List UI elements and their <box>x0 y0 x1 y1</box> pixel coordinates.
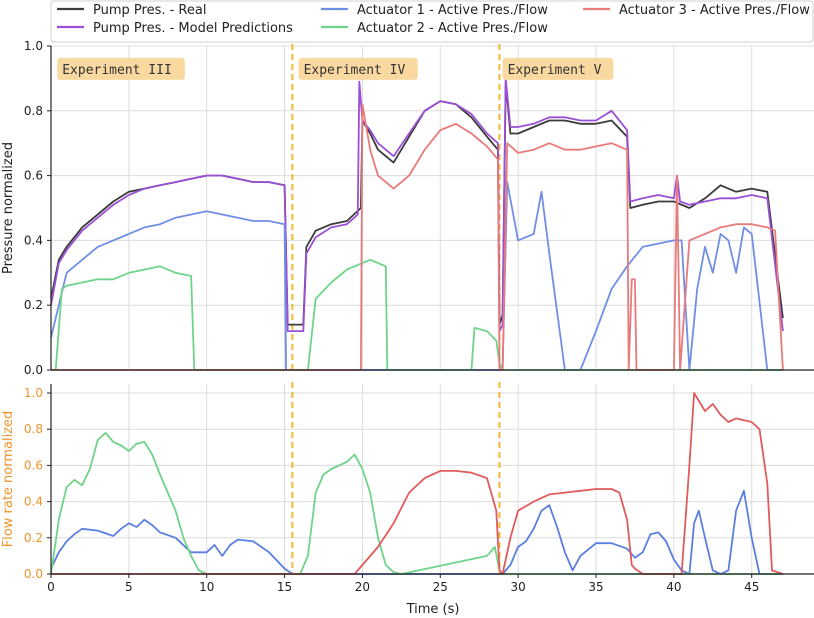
bottom-ytick-label: 1.0 <box>24 386 43 400</box>
legend-label: Actuator 3 - Active Pres./Flow <box>619 3 810 18</box>
bottom-ytick-label: 0.0 <box>24 567 43 581</box>
top-panel-grid <box>50 45 814 371</box>
bottom-xlabel: Time (s) <box>406 602 460 617</box>
bottom-xtick-label: 15 <box>277 580 292 594</box>
experiment-annotation-label: Experiment IV <box>304 63 406 78</box>
bottom-panel-grid <box>50 384 814 575</box>
top-panel-axes: 0.0 0.2 0.4 0.6 0.8 1.0 <box>24 39 814 377</box>
bottom-xtick-label: 25 <box>433 580 448 594</box>
experiment-annotation-box <box>502 57 614 80</box>
legend-label: Actuator 1 - Active Pres./Flow <box>357 3 548 18</box>
bottom-ylabel: Flow rate normalized <box>1 411 16 548</box>
legend: Pump Pres. - Real Pump Pres. - Model Pred… <box>50 0 814 43</box>
bottom-experiment-boundaries <box>291 382 501 574</box>
bottom-panel-axes: 0.0 0.2 0.4 0.6 0.8 1.0 0 5 10 15 20 25 30 35 40 45 <box>24 384 814 594</box>
top-ytick-label: 0.8 <box>24 104 43 118</box>
bottom-series-actuator-1-active-pres-flow <box>50 489 783 575</box>
bottom-xtick-label: 40 <box>666 580 681 594</box>
bottom-panel-series <box>50 392 784 575</box>
top-ytick-label: 0.6 <box>24 169 43 183</box>
legend-frame <box>50 0 814 43</box>
top-ytick-label: 1.0 <box>24 39 43 53</box>
experiment-annotation-label: Experiment V <box>508 63 602 78</box>
bottom-xtick-label: 0 <box>47 580 55 594</box>
bottom-xtick-label: 35 <box>588 580 603 594</box>
top-series-pump-pres-model-predictions <box>50 77 784 333</box>
bottom-series-actuator-2-active-pres-flow <box>50 431 783 575</box>
top-panel-series <box>50 77 784 371</box>
top-ylabel: Pressure normalized <box>1 142 16 274</box>
bottom-xtick-label: 5 <box>125 580 133 594</box>
bottom-ytick-label: 0.8 <box>24 422 43 436</box>
bottom-ytick-label: 0.6 <box>24 458 43 472</box>
bottom-xtick-label: 45 <box>744 580 759 594</box>
bottom-ytick-label: 0.2 <box>24 531 43 545</box>
top-series-pump-pres-real <box>50 80 784 326</box>
experiment-annotations: Experiment III Experiment IV Experiment V <box>57 57 614 80</box>
bottom-xtick-label: 10 <box>199 580 214 594</box>
experiment-annotation-box <box>298 57 418 80</box>
top-ytick-label: 0.4 <box>24 233 43 247</box>
legend-label: Actuator 2 - Active Pres./Flow <box>357 21 548 36</box>
top-ytick-label: 0.2 <box>24 298 43 312</box>
top-series-actuator-1-active-pres-flow <box>50 181 783 371</box>
experiment-annotation-label: Experiment III <box>62 63 172 78</box>
top-experiment-boundaries <box>291 44 501 370</box>
legend-label: Pump Pres. - Real <box>93 3 206 18</box>
bottom-xtick-label: 20 <box>355 580 370 594</box>
experiment-annotation-box <box>57 57 185 80</box>
bottom-ytick-label: 0.4 <box>24 495 43 509</box>
top-series-actuator-2-active-pres-flow <box>51 258 783 371</box>
bottom-series-actuator-3-active-pres-flow <box>51 392 784 575</box>
bottom-xtick-label: 30 <box>511 580 526 594</box>
legend-label: Pump Pres. - Model Predictions <box>93 21 293 36</box>
top-series-actuator-3-active-pres-flow <box>51 103 784 371</box>
top-ytick-label: 0.0 <box>24 363 43 377</box>
